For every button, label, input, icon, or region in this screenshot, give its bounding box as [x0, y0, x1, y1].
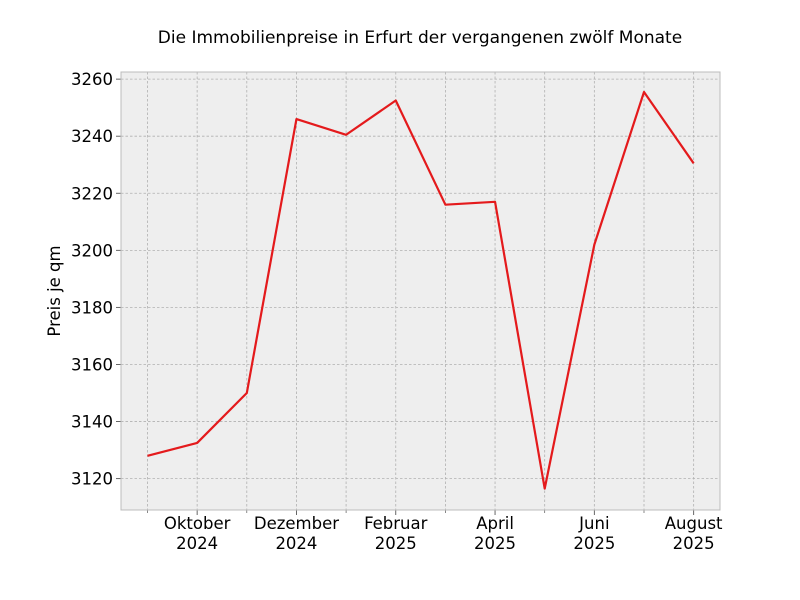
- x-tick-label: Juni 2025: [573, 514, 615, 553]
- y-tick-label: 3240: [71, 127, 113, 146]
- plot-area: [121, 72, 720, 510]
- x-axis: Oktober 2024 Dezember 2024 Februar 2025 April 2…: [147, 510, 723, 553]
- y-axis: 3120 3140 3160 3180 3200 3220 3240 3260: [71, 70, 121, 489]
- y-tick-label: 3200: [71, 241, 113, 260]
- y-axis-label: Preis je qm: [45, 245, 64, 336]
- y-tick-label: 3220: [71, 184, 113, 203]
- grid-lines: [121, 72, 720, 510]
- series-layer: [147, 90, 695, 490]
- y-tick-label: 3160: [71, 355, 113, 374]
- y-tick-label: 3120: [71, 470, 113, 489]
- x-tick-label: Februar 2025: [364, 514, 428, 553]
- x-tick-label: Dezember 2024: [254, 514, 339, 553]
- chart-title: Die Immobilienpreise in Erfurt der verga…: [158, 28, 682, 48]
- x-tick-label: Oktober 2024: [164, 514, 231, 553]
- plot-frame: [120, 71, 721, 511]
- series-line: [147, 90, 695, 490]
- y-tick-label: 3140: [71, 413, 113, 432]
- x-tick-label: April 2025: [474, 514, 516, 553]
- y-tick-label: 3180: [71, 298, 113, 317]
- x-tick-label: August 2025: [665, 514, 723, 553]
- y-tick-label: 3260: [71, 70, 113, 89]
